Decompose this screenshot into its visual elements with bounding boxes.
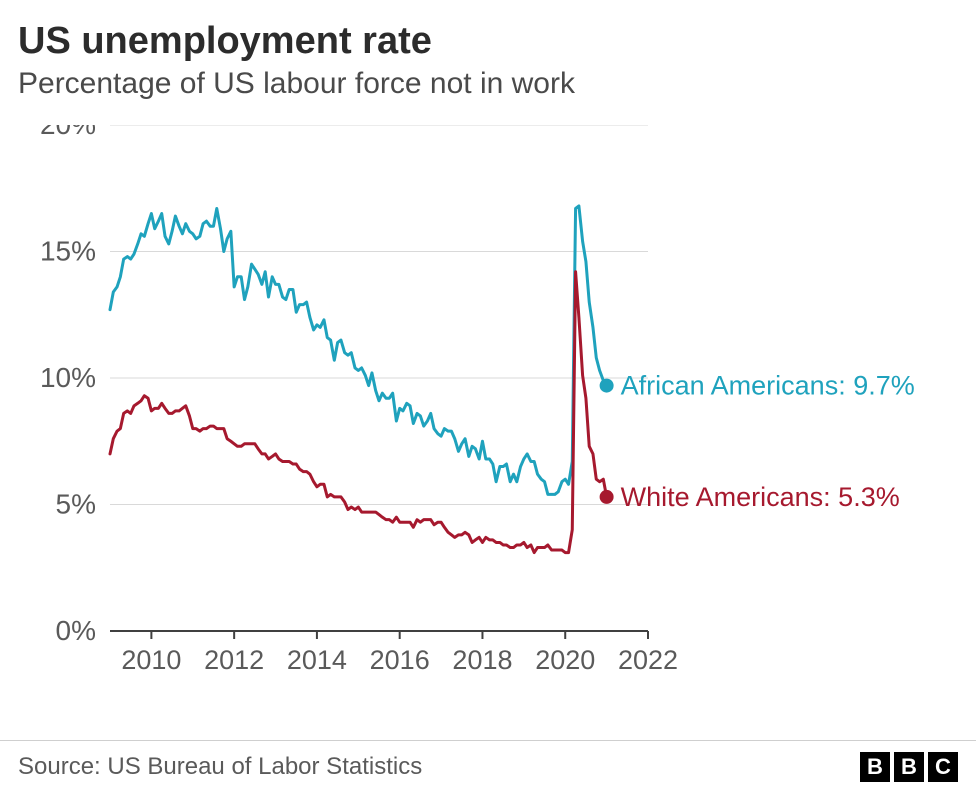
y-tick-label: 10%	[40, 362, 96, 393]
x-tick-label: 2012	[204, 645, 264, 675]
x-tick-label: 2014	[287, 645, 347, 675]
y-tick-label: 20%	[40, 125, 96, 140]
chart-subtitle: Percentage of US labour force not in wor…	[18, 67, 958, 101]
chart-footer: Source: US Bureau of Labor Statistics B …	[0, 740, 976, 792]
x-tick-label: 2018	[452, 645, 512, 675]
source-text: Source: US Bureau of Labor Statistics	[18, 753, 422, 781]
y-tick-label: 5%	[56, 489, 96, 520]
y-tick-label: 0%	[56, 615, 96, 646]
chart-container: US unemployment rate Percentage of US la…	[0, 0, 976, 792]
chart-plot-area: 0% 5% 10% 15% 20% 2010 2012 2014 2016 2018 2020 202…	[18, 125, 958, 705]
series-line	[110, 272, 607, 553]
line-chart-svg: 0% 5% 10% 15% 20% 2010 2012 2014 2016 2018 2020 202…	[18, 125, 958, 705]
bbc-logo-block: B	[860, 752, 890, 782]
series-label: White Americans: 5.3%	[621, 482, 900, 512]
x-tick-label: 2016	[370, 645, 430, 675]
x-tick-label: 2020	[535, 645, 595, 675]
x-tick-label: 2022	[618, 645, 678, 675]
y-tick-label: 15%	[40, 236, 96, 267]
bbc-logo-block: B	[894, 752, 924, 782]
bbc-logo-block: C	[928, 752, 958, 782]
bbc-logo: B B C	[860, 752, 958, 782]
series-line	[110, 206, 607, 494]
series-label: African Americans: 9.7%	[621, 371, 915, 401]
series-endpoint-marker	[600, 379, 614, 393]
series-endpoint-marker	[600, 490, 614, 504]
chart-title: US unemployment rate	[18, 20, 958, 63]
x-tick-label: 2010	[121, 645, 181, 675]
